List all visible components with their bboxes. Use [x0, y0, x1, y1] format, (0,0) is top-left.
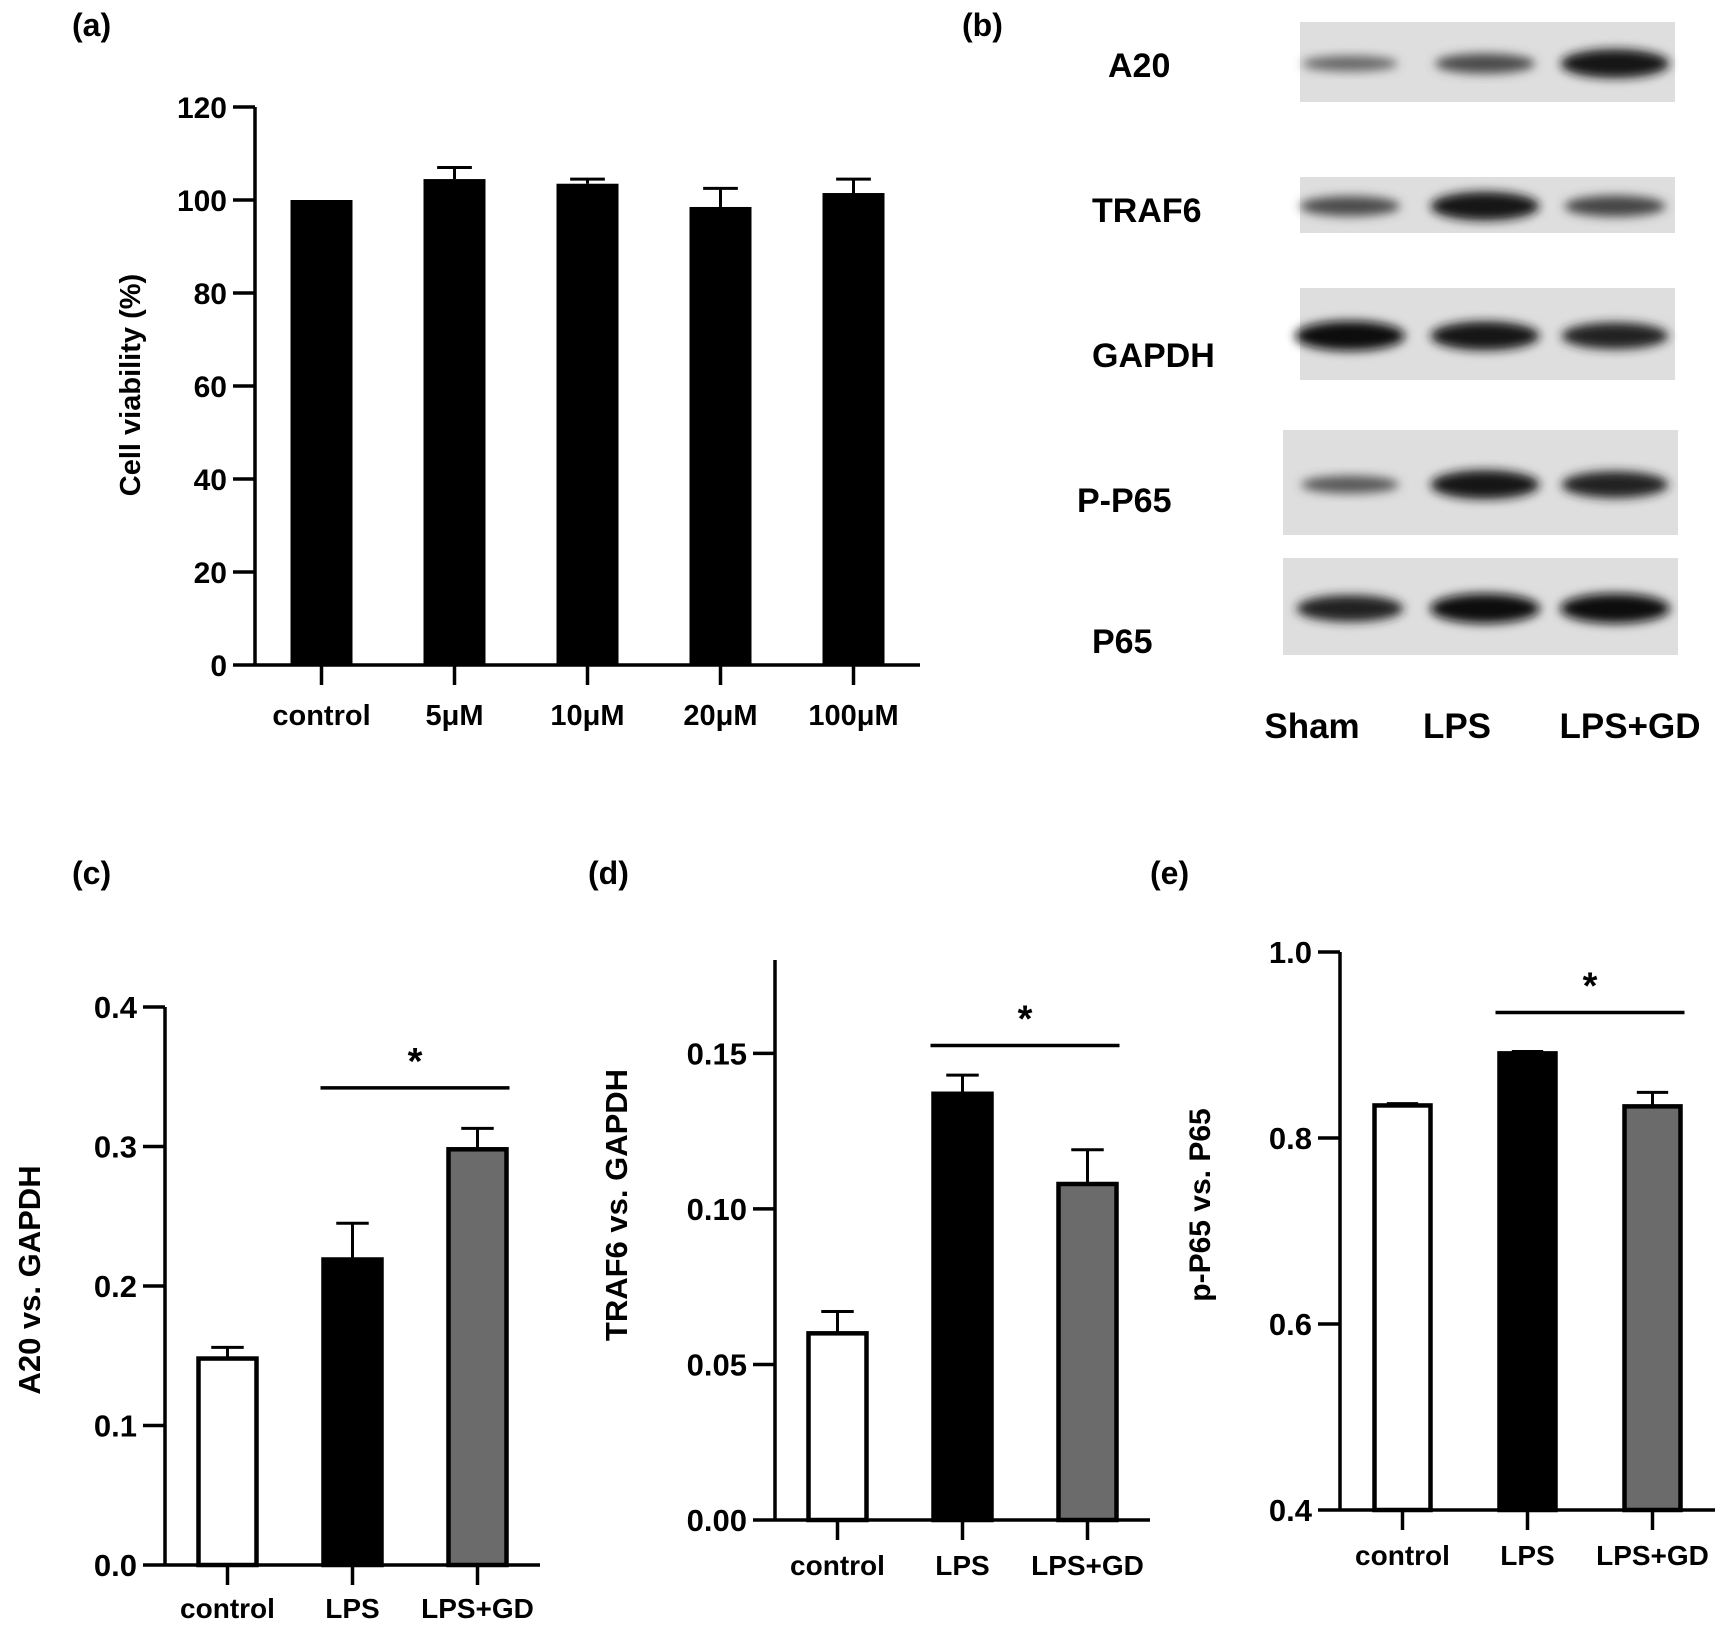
bar [556, 183, 619, 665]
x-tick-label: control [790, 1550, 885, 1581]
significance-star: * [1018, 999, 1033, 1041]
blot-lane-label: LPS [1423, 707, 1491, 746]
blot-band [1301, 475, 1399, 494]
y-tick-label: 0.2 [94, 1269, 137, 1304]
x-tick-label: LPS [325, 1593, 379, 1624]
y-tick-label: 60 [194, 371, 227, 404]
y-tick-label: 0.0 [94, 1548, 137, 1583]
bar [446, 1147, 509, 1568]
blot-band [1302, 55, 1398, 72]
y-tick-label: 1.0 [1269, 935, 1312, 970]
y-tick-label: 0.3 [94, 1130, 137, 1165]
chart-e-p-p65: 0.4 0.6 0.8 1.0 p-P65 vs. P65 control LPS LPS+G… [1184, 935, 1715, 1571]
panel-label-b: (b) [962, 7, 1003, 43]
bar [1497, 1051, 1558, 1513]
blot-band [1560, 593, 1670, 624]
bar [931, 1091, 994, 1523]
significance-star: * [1583, 965, 1598, 1007]
bar [1372, 1103, 1433, 1513]
blot-band [1561, 322, 1669, 350]
chart-d-traf6: 0.00 0.05 0.10 0.15 TRAF6 vs. GAPDH control LP… [599, 960, 1150, 1581]
y-tick-label: 0.10 [687, 1192, 747, 1227]
x-tick-label: 10μM [550, 700, 624, 732]
blot-row-label: GAPDH [1092, 337, 1215, 375]
chart-a-cell-viability: 0 20 40 60 80 100 120 Cell viability (%) control… [115, 92, 920, 732]
panel-label-e: (e) [1150, 855, 1189, 891]
y-tick-label: 0.00 [687, 1503, 747, 1538]
x-tick-label: 100μM [808, 700, 898, 732]
y-tick-label: 20 [194, 557, 227, 590]
x-tick-label: 5μM [425, 700, 483, 732]
x-tick-label: control [272, 700, 370, 732]
blot-band [1430, 470, 1540, 500]
blot-band [1295, 320, 1405, 351]
blot-band [1299, 196, 1401, 217]
bar [290, 200, 353, 665]
chart-c-a20: 0.0 0.1 0.2 0.3 0.4 A20 vs. GAPDH control LPS LP… [12, 990, 540, 1624]
y-tick-label: 40 [194, 464, 227, 497]
blot-lane-label: Sham [1264, 707, 1359, 746]
y-tick-label: 100 [177, 185, 227, 218]
blot-row-label: P-P65 [1077, 482, 1172, 520]
bar [806, 1331, 869, 1523]
blot-band [1430, 191, 1540, 221]
blot-row-label: A20 [1108, 47, 1170, 85]
y-tick-label: 0.8 [1269, 1121, 1312, 1156]
y-tick-label: 0.4 [94, 990, 138, 1025]
blot-row-label: P65 [1092, 623, 1153, 661]
bar [1622, 1104, 1683, 1513]
y-tick-label: 0 [210, 650, 227, 683]
x-tick-label: control [180, 1593, 275, 1624]
panel-label-a: (a) [72, 7, 111, 43]
x-tick-label: 20μM [683, 700, 757, 732]
bar [822, 193, 885, 665]
western-blot-panel: A20 TRAF6 GAPDH P-P65 P65 Sham LPS LPS+GD [1077, 22, 1701, 746]
bar [689, 206, 752, 665]
y-tick-label: 80 [194, 278, 227, 311]
y-tick-label: 0.4 [1269, 1493, 1313, 1528]
blot-band [1564, 195, 1666, 217]
blot-row-label: TRAF6 [1092, 192, 1202, 230]
blot-band [1560, 49, 1670, 79]
y-axis-label: Cell viability (%) [115, 274, 147, 496]
x-tick-label: control [1355, 1540, 1450, 1571]
blot-band [1430, 321, 1540, 351]
x-tick-label: LPS+GD [421, 1593, 534, 1624]
x-tick-label: LPS+GD [1031, 1550, 1144, 1581]
x-tick-label: LPS [1500, 1540, 1554, 1571]
bar [1056, 1181, 1119, 1523]
blot-band [1430, 593, 1540, 624]
blot-band [1434, 53, 1536, 74]
y-axis-label: A20 vs. GAPDH [12, 1165, 47, 1394]
panel-label-c: (c) [72, 855, 111, 891]
y-tick-label: 0.1 [94, 1409, 137, 1444]
blot-band [1561, 471, 1669, 498]
y-axis-label: TRAF6 vs. GAPDH [599, 1069, 634, 1341]
x-tick-label: LPS [935, 1550, 989, 1581]
blot-band [1296, 595, 1404, 622]
y-tick-label: 0.15 [687, 1036, 747, 1071]
bar [423, 179, 486, 665]
x-tick-label: LPS+GD [1596, 1540, 1709, 1571]
bar [196, 1356, 259, 1568]
significance-star: * [408, 1041, 423, 1083]
bar [321, 1257, 384, 1568]
y-tick-label: 120 [177, 92, 227, 125]
y-axis-label: p-P65 vs. P65 [1184, 1108, 1217, 1301]
y-tick-label: 0.6 [1269, 1307, 1312, 1342]
y-tick-label: 0.05 [687, 1348, 747, 1383]
blot-lane-label: LPS+GD [1559, 707, 1700, 746]
panel-label-d: (d) [588, 855, 629, 891]
